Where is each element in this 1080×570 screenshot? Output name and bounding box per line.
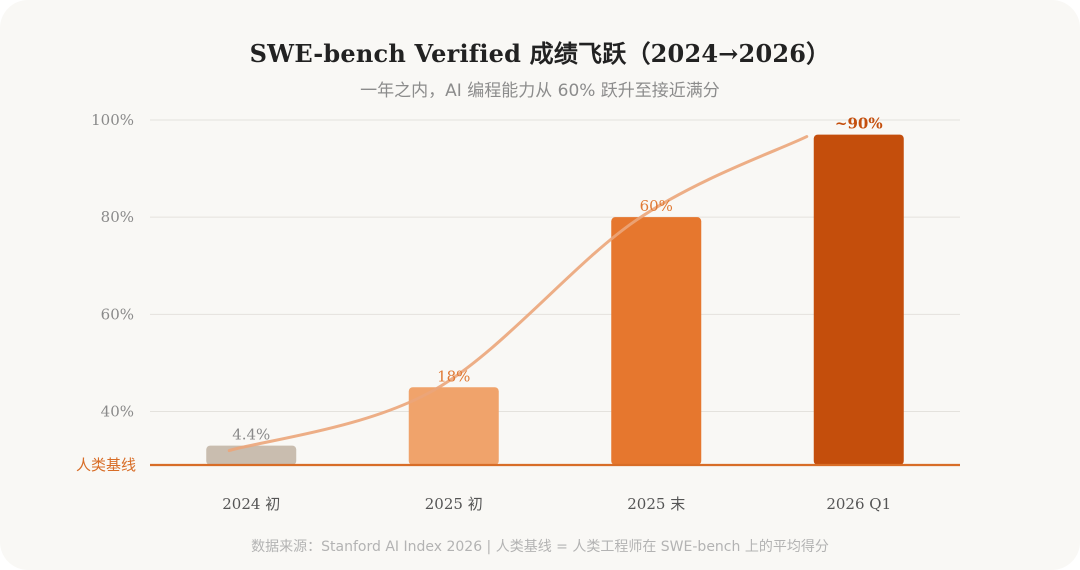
category-label: 2025 末 [627, 495, 685, 513]
trend-curve [227, 135, 809, 453]
bar [206, 445, 297, 465]
bar [611, 217, 702, 465]
chart-subtitle: 一年之内，AI 编程能力从 60% 跃升至接近满分 [360, 81, 720, 101]
data-label: 18% [437, 367, 470, 385]
category-label: 2024 初 [222, 495, 280, 513]
human-baseline: 人类基线 [76, 456, 960, 474]
data-labels: 4.4% 18% 60% ~90% [232, 115, 882, 444]
data-label: 60% [640, 197, 673, 215]
data-label: ~90% [835, 115, 883, 133]
bar [408, 387, 499, 465]
data-label: 4.4% [232, 426, 270, 444]
bars [206, 134, 904, 466]
chart-title: SWE-bench Verified 成绩飞跃（2024→2026） [249, 39, 831, 68]
category-label: 2025 初 [425, 495, 483, 513]
y-axis-ticks: 40% 60% 80% 100% [91, 111, 134, 421]
trend-line [227, 135, 809, 453]
bar [813, 134, 904, 466]
y-tick-label: 40% [101, 403, 134, 421]
y-tick-label: 60% [101, 305, 134, 323]
x-axis-categories: 2024 初 2025 初 2025 末 2026 Q1 [222, 495, 891, 513]
category-label: 2026 Q1 [826, 495, 891, 513]
y-tick-label: 80% [101, 208, 134, 226]
y-tick-label: 100% [91, 111, 134, 129]
baseline-label: 人类基线 [76, 456, 136, 474]
source-note: 数据来源：Stanford AI Index 2026 | 人类基线 = 人类工… [251, 539, 829, 555]
